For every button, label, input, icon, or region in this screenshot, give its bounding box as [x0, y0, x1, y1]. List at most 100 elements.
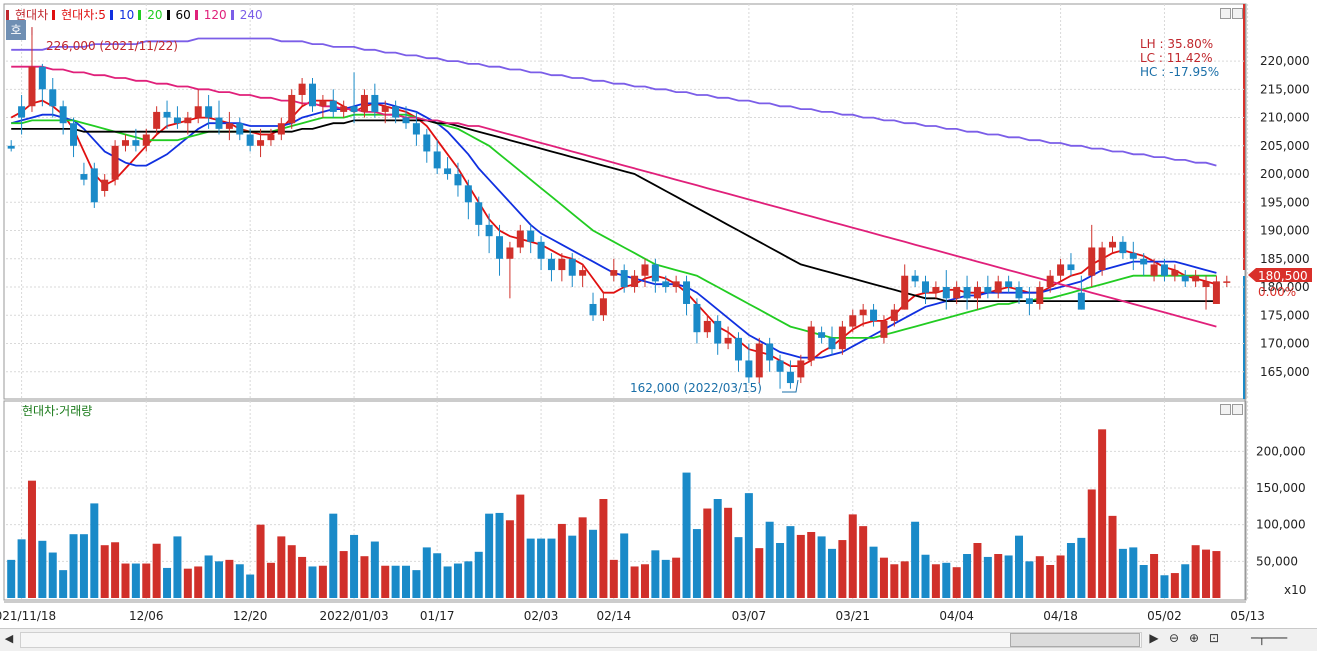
volume-bar [1170, 573, 1179, 598]
volume-bar [90, 503, 99, 598]
candle-body [412, 123, 420, 135]
candle-body [80, 174, 88, 180]
x-tick-label: 04/04 [939, 609, 974, 623]
legend-item-20[interactable]: 20 [147, 7, 163, 22]
volume-bar [111, 542, 120, 598]
volume-bar [1087, 489, 1096, 598]
legend-item-60[interactable]: 60 [175, 7, 191, 22]
x-tick-label: 05/02 [1147, 609, 1182, 623]
high-annotation: 226,000 (2021/11/22) [46, 39, 178, 53]
candle-body [703, 320, 711, 333]
volume-bar [298, 556, 307, 598]
price-panel-maximize-icon[interactable] [1232, 8, 1243, 19]
volume-bar [890, 564, 899, 598]
volume-bar [599, 499, 608, 598]
volume-bar [17, 539, 26, 598]
volume-bar [183, 568, 192, 598]
candle-body [267, 134, 275, 141]
price-tick-label: 170,000 [1260, 337, 1310, 351]
x-tick-label: 2022/01/03 [319, 609, 388, 623]
horizontal-scrollbar[interactable] [20, 632, 1142, 648]
candle-body [350, 106, 358, 112]
volume-bar [911, 521, 920, 598]
legend-item-240[interactable]: 240 [239, 7, 263, 22]
candle-body [953, 287, 961, 299]
x-tick-label: 04/18 [1043, 609, 1078, 623]
legend-item-120[interactable]: 120 [203, 7, 227, 22]
volume-bar [931, 564, 940, 598]
zoom-reset-icon[interactable]: ⊡ [1208, 631, 1220, 645]
legend-swatch [109, 9, 113, 20]
candle-body [1109, 241, 1117, 248]
volume-bar [1202, 549, 1211, 598]
candle-body [651, 264, 659, 282]
volume-bar [391, 565, 400, 598]
volume-panel-minimize-icon[interactable] [1220, 404, 1231, 415]
volume-bar [1191, 545, 1200, 598]
candle-body [402, 117, 410, 124]
volume-bar [27, 480, 36, 598]
candle-body [994, 281, 1002, 293]
candle-body [454, 174, 462, 186]
volume-bar [7, 559, 16, 598]
candle-body [1150, 264, 1158, 276]
candle-body [1192, 275, 1200, 282]
volume-bar [287, 545, 296, 598]
candle-body [257, 140, 265, 146]
volume-bar [994, 554, 1003, 598]
volume-bar [412, 570, 421, 598]
volume-bar [1098, 429, 1107, 598]
volume-bar [1046, 565, 1055, 598]
candle-body [236, 123, 244, 135]
volume-bar [589, 529, 598, 598]
scroll-left-icon[interactable]: ◀ [4, 632, 14, 645]
volume-bar [381, 565, 390, 598]
zoom-out-icon[interactable]: ⊖ [1168, 631, 1180, 645]
volume-bar [402, 565, 411, 598]
candle-body [506, 247, 514, 259]
candle-body [631, 275, 639, 288]
volume-bar [983, 556, 992, 598]
price-tick-label: 165,000 [1260, 365, 1310, 379]
candle-body [464, 185, 472, 203]
candle-body [589, 303, 597, 316]
zoom-slider[interactable]: ─┬─── [1250, 631, 1288, 645]
volume-bar [640, 564, 649, 598]
volume-bar [1004, 555, 1013, 598]
candle-body [423, 134, 431, 152]
candle-body [1025, 298, 1033, 304]
side-tab-button[interactable]: 호 [6, 20, 26, 40]
zoom-in-icon[interactable]: ⊕ [1188, 631, 1200, 645]
candle-body [610, 270, 618, 276]
volume-bar [1139, 565, 1148, 598]
scroll-right-icon[interactable]: ▶ [1149, 631, 1159, 645]
volume-bar [1066, 543, 1075, 598]
price-panel-minimize-icon[interactable] [1220, 8, 1231, 19]
volume-bar [713, 499, 722, 598]
candle-body [7, 145, 15, 149]
volume-bar [308, 566, 317, 598]
volume-bar [121, 563, 130, 598]
legend-item-10[interactable]: 10 [118, 7, 135, 22]
legend-item-현대차[interactable]: 현대차 [15, 8, 49, 22]
volume-tick-label: 200,000 [1256, 444, 1306, 458]
volume-bar [1056, 555, 1065, 598]
x-tick-label: 02/03 [524, 609, 559, 623]
candle-body [776, 360, 784, 372]
candle-body [984, 287, 992, 293]
volume-bar [505, 520, 514, 598]
candle-body [1088, 247, 1096, 276]
volume-bar [443, 566, 452, 598]
volume-bar [537, 538, 546, 598]
volume-bar [765, 521, 774, 598]
legend-swatch [194, 9, 198, 20]
legend-swatch [138, 9, 142, 20]
volume-panel-maximize-icon[interactable] [1232, 404, 1243, 415]
candle-body [942, 287, 950, 299]
volume-bar [692, 529, 701, 598]
volume-bar [952, 567, 961, 598]
legend-item-현대차:5[interactable]: 현대차:5 [61, 8, 106, 22]
low-annotation: 162,000 (2022/03/15) [630, 381, 762, 395]
candle-body [1015, 287, 1023, 299]
scrollbar-thumb[interactable] [1010, 633, 1140, 647]
